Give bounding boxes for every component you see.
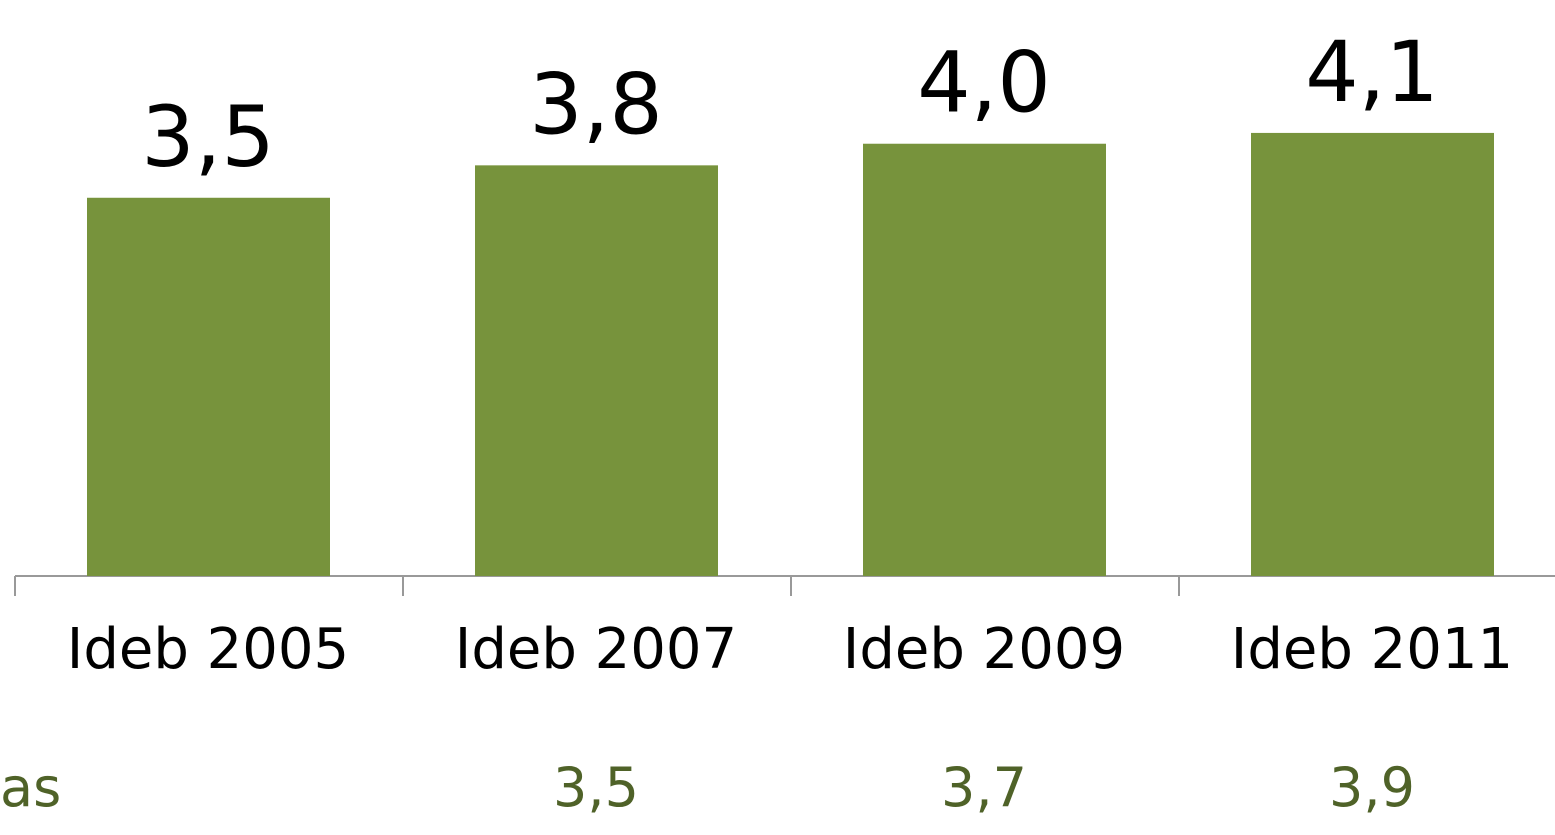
x-tick-label: Ideb 2007 <box>455 617 737 682</box>
data-label: 3,5 <box>141 88 275 186</box>
x-tick-label: Ideb 2009 <box>843 617 1125 682</box>
bar <box>1251 132 1494 576</box>
target-value: 3,5 <box>553 756 639 819</box>
x-tick-label: Ideb 2011 <box>1231 617 1513 682</box>
data-label: 4,1 <box>1305 23 1439 121</box>
data-label: 4,0 <box>917 34 1051 132</box>
x-tick-label: Ideb 2005 <box>67 617 349 682</box>
target-value: 3,9 <box>1329 756 1415 819</box>
bar <box>863 143 1106 576</box>
bar <box>87 197 330 576</box>
row-label: as <box>0 756 61 819</box>
target-value: 3,7 <box>941 756 1027 819</box>
data-label: 3,8 <box>529 55 663 153</box>
bar <box>475 165 718 577</box>
